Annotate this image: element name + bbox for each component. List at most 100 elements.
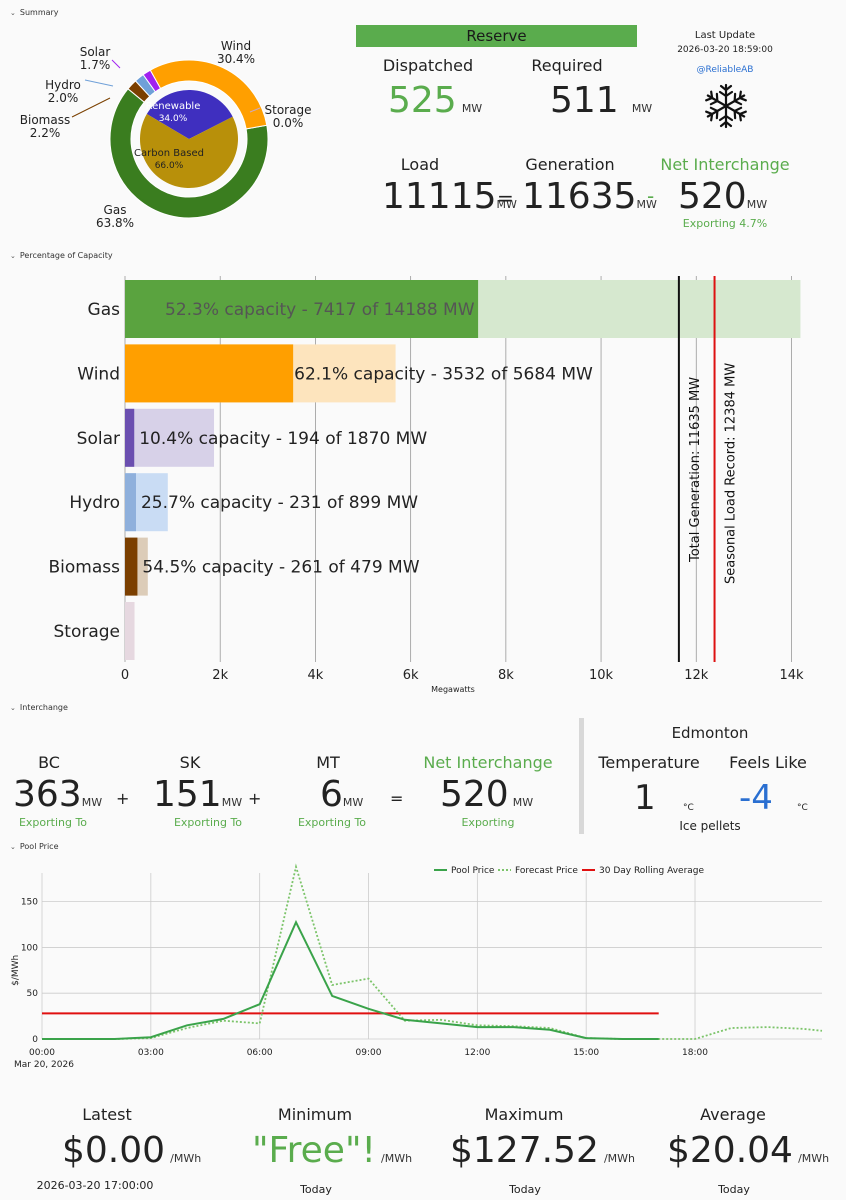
reliableab-link[interactable]: @ReliableAB xyxy=(696,65,754,75)
net-interchange-label: Net Interchange xyxy=(660,155,790,174)
y-tick-label: 0 xyxy=(32,1035,38,1045)
category-label-biomass: Biomass xyxy=(49,558,121,578)
donut-label-solar: Solar xyxy=(80,45,111,59)
dispatched-value: 525 MW xyxy=(388,80,482,121)
summary-section-header[interactable]: ⌄ Summary xyxy=(10,8,59,17)
y-tick-label: 50 xyxy=(27,989,39,999)
donut-slice-gas[interactable] xyxy=(109,88,269,219)
sk-sub: Exporting To xyxy=(173,816,243,829)
output-bar-wind[interactable] xyxy=(125,344,294,403)
minus-sign: - xyxy=(647,184,655,208)
weather-city: Edmonton xyxy=(671,724,749,742)
x-tick-label: 03:00 xyxy=(138,1048,164,1058)
net-unit: MW xyxy=(512,796,534,809)
net-interchange-value: 520MW xyxy=(678,176,767,217)
net-interchange-unit: MW xyxy=(746,198,768,211)
capacity-bar-chart: 0 2k 4k 6k 8k 10k 12k 14k Megawatts Gas 52.3% capa… xyxy=(49,276,804,694)
latest-unit: /MWh xyxy=(170,1152,202,1165)
interchange-title: Interchange xyxy=(19,703,68,712)
output-bar-gas[interactable] xyxy=(125,280,479,338)
net-interchange-sub: Exporting 4.7% xyxy=(682,217,768,230)
latest-number: $0.00 xyxy=(62,1130,166,1171)
weather-divider xyxy=(579,718,584,834)
donut-pct-storage: 0.0% xyxy=(273,116,304,130)
leader-storage xyxy=(249,107,261,113)
series-pool-price xyxy=(42,919,659,1040)
latest-label: Latest xyxy=(82,1105,132,1124)
average-label: Average xyxy=(700,1105,766,1124)
donut-pct-wind: 30.4% xyxy=(217,52,255,66)
average-unit: /MWh xyxy=(798,1152,830,1165)
chevron-down-icon[interactable]: ⌄ xyxy=(10,251,16,260)
maximum-label: Maximum xyxy=(484,1105,564,1124)
feels-like-value: -4 xyxy=(739,778,773,818)
bar-label-solar: 10.4% capacity - 194 of 1870 MW xyxy=(139,429,427,449)
generation-number: 11635 xyxy=(522,176,637,217)
required-label: Required xyxy=(531,56,603,75)
chevron-down-icon[interactable]: ⌄ xyxy=(10,8,16,17)
bar-label-biomass: 54.5% capacity - 261 of 479 MW xyxy=(142,558,419,578)
mt-value: 6MW xyxy=(320,774,363,815)
legend-label-pool-price[interactable]: Pool Price xyxy=(451,866,495,876)
x-tick-label: 6k xyxy=(403,668,419,683)
chevron-down-icon[interactable]: ⌄ xyxy=(10,703,16,712)
capacity-bar-storage[interactable] xyxy=(125,602,135,660)
minimum-number: "Free"! xyxy=(252,1130,376,1171)
category-label-wind: Wind xyxy=(77,364,120,384)
capacity-section-header[interactable]: ⌄ Percentage of Capacity xyxy=(10,251,113,260)
capacity-bar-solar[interactable] xyxy=(125,408,215,467)
chevron-down-icon[interactable]: ⌄ xyxy=(10,842,16,851)
net-number: 520 xyxy=(440,774,509,815)
donut-inner-carbon-based[interactable] xyxy=(140,114,238,188)
minimum-label: Minimum xyxy=(277,1105,353,1124)
pool-price-title: Pool Price xyxy=(19,842,59,851)
latest-time: 2026-03-20 17:00:00 xyxy=(36,1179,154,1192)
pool-price-section-header[interactable]: ⌄ Pool Price xyxy=(10,842,58,851)
series-forecast-price xyxy=(42,863,823,1040)
output-bar-solar[interactable] xyxy=(125,408,135,467)
sk-number: 151 xyxy=(153,774,222,815)
bc-number: 363 xyxy=(13,774,82,815)
x-axis-label: Megawatts xyxy=(431,685,475,694)
net-sub: Exporting xyxy=(461,816,515,829)
output-bar-biomass[interactable] xyxy=(125,537,138,596)
load-number: 11115 xyxy=(382,176,497,217)
reference-label-seasonal-load-record-12384-mw: Seasonal Load Record: 12384 MW xyxy=(724,363,739,584)
net-interchange-number: 520 xyxy=(678,176,747,217)
renewable-pct: 34.0% xyxy=(159,114,188,124)
leader-solar xyxy=(111,59,121,69)
x-tick-label: 15:00 xyxy=(573,1048,599,1058)
feels-like-unit: °C xyxy=(797,803,808,813)
feels-like-label: Feels Like xyxy=(729,753,807,772)
snowflake-icon xyxy=(703,83,749,129)
generation-label: Generation xyxy=(525,155,615,174)
category-label-solar: Solar xyxy=(77,429,120,449)
mt-sub: Exporting To xyxy=(297,816,367,829)
average-value: $20.04 /MWh xyxy=(667,1130,829,1171)
output-bar-hydro[interactable] xyxy=(125,473,136,532)
equals-sign: = xyxy=(390,789,404,808)
reserve-header: Reserve xyxy=(356,25,637,47)
donut-label-hydro: Hydro xyxy=(45,78,81,92)
legend-label-forecast-price[interactable]: Forecast Price xyxy=(515,866,578,876)
minimum-value: "Free"! /MWh xyxy=(252,1130,412,1171)
legend-label-30-day-rolling-average[interactable]: 30 Day Rolling Average xyxy=(599,866,705,876)
category-label-hydro: Hydro xyxy=(69,493,120,513)
interchange-section-header[interactable]: ⌄ Interchange xyxy=(10,703,68,712)
x-tick-label: 0 xyxy=(121,668,129,683)
donut-label-wind: Wind xyxy=(221,39,251,53)
x-tick-label: 4k xyxy=(308,668,324,683)
temperature-label: Temperature xyxy=(598,753,700,772)
donut-label-biomass: Biomass xyxy=(20,113,70,127)
carbon-label: Carbon Based xyxy=(134,148,204,159)
maximum-number: $127.52 xyxy=(450,1130,599,1171)
donut-slice-wind[interactable] xyxy=(149,59,268,130)
donut-pct-biomass: 2.2% xyxy=(30,126,61,140)
bar-label-hydro: 25.7% capacity - 231 of 899 MW xyxy=(141,493,418,513)
category-label-storage: Storage xyxy=(53,622,120,642)
x-tick-label: 12k xyxy=(684,668,709,683)
dispatched-number: 525 xyxy=(388,80,457,121)
y-axis-label: $/MWh xyxy=(11,955,21,986)
donut-inner-renewable[interactable] xyxy=(146,89,233,139)
summary-title: Summary xyxy=(19,8,59,17)
